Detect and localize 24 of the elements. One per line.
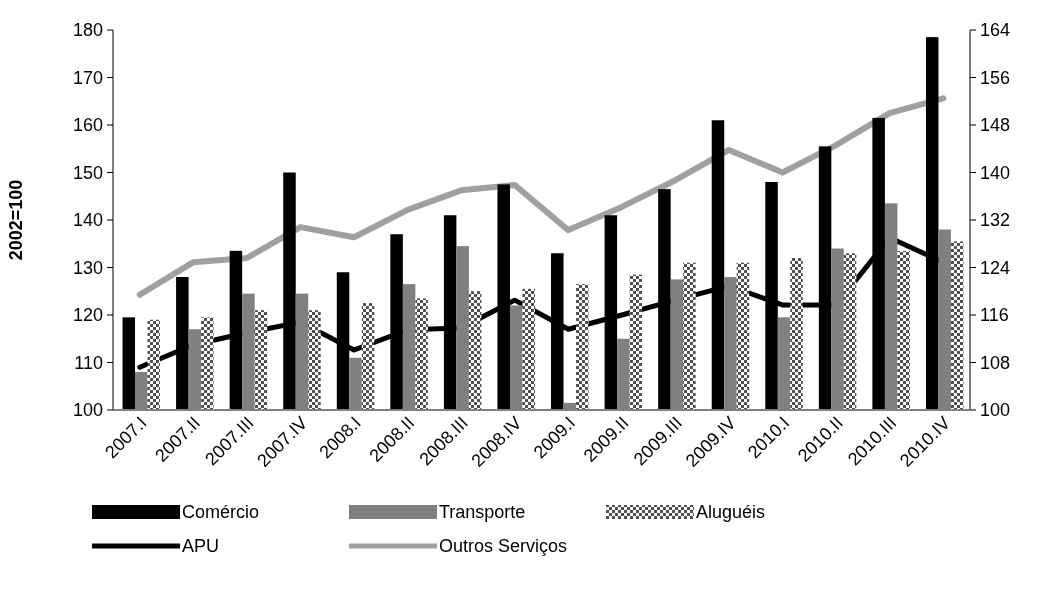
- y-tick-label: 150: [72, 162, 103, 183]
- y-tick-label: 110: [74, 352, 103, 373]
- y2-tick-label: 148: [980, 115, 1011, 136]
- y-tick-label: 140: [72, 210, 103, 231]
- legend-label: Aluguéis: [696, 502, 766, 523]
- y-tick-label: 170: [72, 67, 103, 88]
- legend-label: Comércio: [182, 502, 260, 523]
- y2-tick-label: 108: [980, 352, 1011, 373]
- y2-tick-label: 156: [980, 67, 1011, 88]
- y-tick-label: 180: [72, 20, 103, 41]
- y-tick-label: 130: [72, 257, 103, 278]
- y-tick-label: 100: [72, 400, 103, 421]
- y2-tick-label: 164: [980, 20, 1011, 41]
- y2-tick-label: 116: [980, 305, 1009, 326]
- y-tick-label: 160: [72, 115, 103, 136]
- y2-tick-label: 140: [980, 162, 1011, 183]
- legend-label: APU: [182, 536, 220, 557]
- y2-tick-label: 124: [980, 257, 1011, 278]
- y2-tick-label: 100: [980, 400, 1011, 421]
- y2-tick-label: 132: [980, 210, 1011, 231]
- legend-label: Outros Serviços: [439, 536, 568, 557]
- y-tick-label: 120: [72, 305, 103, 326]
- y-axis-title: 2002=100: [6, 179, 26, 261]
- legend-label: Transporte: [439, 502, 526, 523]
